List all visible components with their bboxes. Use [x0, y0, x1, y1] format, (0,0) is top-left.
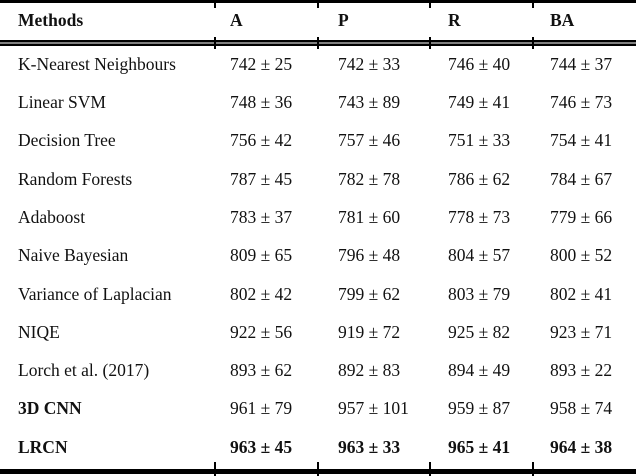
value-cell-p: 781 ± 60	[338, 209, 401, 227]
method-cell: Naive Bayesian	[18, 247, 129, 265]
value-cell-p: 796 ± 48	[338, 247, 401, 265]
value-cell-ba: 744 ± 37	[550, 56, 613, 74]
column-tick	[214, 0, 216, 8]
column-tick	[429, 37, 431, 49]
header-p: P	[338, 12, 349, 30]
column-tick	[317, 462, 319, 476]
value-cell-p: 743 ± 89	[338, 94, 401, 112]
value-cell-p: 742 ± 33	[338, 56, 401, 74]
column-tick	[532, 462, 534, 476]
column-tick	[429, 462, 431, 476]
column-tick	[214, 462, 216, 476]
value-cell-r: 959 ± 87	[448, 400, 511, 418]
value-cell-ba: 923 ± 71	[550, 324, 613, 342]
method-cell: Random Forests	[18, 171, 133, 189]
value-cell-r: 925 ± 82	[448, 324, 511, 342]
column-tick	[317, 37, 319, 49]
header-a: A	[230, 12, 243, 30]
value-cell-p: 919 ± 72	[338, 324, 401, 342]
column-tick	[214, 37, 216, 49]
value-cell-a: 802 ± 42	[230, 286, 293, 304]
table-row: 3D CNN 961 ± 79 957 ± 101 959 ± 87 958 ±…	[0, 390, 636, 428]
value-cell-a: 787 ± 45	[230, 171, 293, 189]
table-row: Decision Tree 756 ± 42 757 ± 46 751 ± 33…	[0, 122, 636, 160]
method-cell: K-Nearest Neighbours	[18, 56, 176, 74]
method-cell: Decision Tree	[18, 132, 116, 150]
value-cell-r: 746 ± 40	[448, 56, 511, 74]
table-row: Linear SVM 748 ± 36 743 ± 89 749 ± 41 74…	[0, 84, 636, 122]
value-cell-p: 799 ± 62	[338, 286, 401, 304]
column-tick	[429, 0, 431, 8]
value-cell-ba: 893 ± 22	[550, 362, 613, 380]
value-cell-a: 922 ± 56	[230, 324, 293, 342]
value-cell-r: 803 ± 79	[448, 286, 511, 304]
table-row: LRCN 963 ± 45 963 ± 33 965 ± 41 964 ± 38	[0, 429, 636, 467]
value-cell-a: 961 ± 79	[230, 400, 293, 418]
value-cell-a: 809 ± 65	[230, 247, 293, 265]
table-row: Lorch et al. (2017) 893 ± 62 892 ± 83 89…	[0, 352, 636, 390]
value-cell-ba: 746 ± 73	[550, 94, 613, 112]
value-cell-a: 963 ± 45	[230, 439, 293, 457]
value-cell-r: 751 ± 33	[448, 132, 511, 150]
method-cell: NIQE	[18, 324, 60, 342]
value-cell-p: 782 ± 78	[338, 171, 401, 189]
value-cell-a: 783 ± 37	[230, 209, 293, 227]
value-cell-r: 894 ± 49	[448, 362, 511, 380]
value-cell-a: 748 ± 36	[230, 94, 293, 112]
table-row: Naive Bayesian 809 ± 65 796 ± 48 804 ± 5…	[0, 237, 636, 275]
value-cell-ba: 964 ± 38	[550, 439, 613, 457]
column-tick	[317, 0, 319, 8]
table-row: K-Nearest Neighbours 742 ± 25 742 ± 33 7…	[0, 46, 636, 84]
method-cell: Lorch et al. (2017)	[18, 362, 150, 380]
value-cell-p: 963 ± 33	[338, 439, 401, 457]
value-cell-ba: 754 ± 41	[550, 132, 613, 150]
table-row: Variance of Laplacian 802 ± 42 799 ± 62 …	[0, 276, 636, 314]
value-cell-r: 965 ± 41	[448, 439, 511, 457]
value-cell-r: 749 ± 41	[448, 94, 511, 112]
table-row: Adaboost 783 ± 37 781 ± 60 778 ± 73 779 …	[0, 199, 636, 237]
value-cell-r: 804 ± 57	[448, 247, 511, 265]
method-cell: Variance of Laplacian	[18, 286, 172, 304]
value-cell-p: 757 ± 46	[338, 132, 401, 150]
table-header-row: Methods A P R BA	[0, 2, 636, 40]
value-cell-ba: 800 ± 52	[550, 247, 613, 265]
method-cell: 3D CNN	[18, 400, 82, 418]
method-cell: LRCN	[18, 439, 68, 457]
value-cell-ba: 802 ± 41	[550, 286, 613, 304]
column-tick	[532, 0, 534, 8]
table-row: NIQE 922 ± 56 919 ± 72 925 ± 82 923 ± 71	[0, 314, 636, 352]
value-cell-r: 786 ± 62	[448, 171, 511, 189]
column-tick	[532, 37, 534, 49]
value-cell-ba: 779 ± 66	[550, 209, 613, 227]
value-cell-p: 892 ± 83	[338, 362, 401, 380]
value-cell-ba: 958 ± 74	[550, 400, 613, 418]
value-cell-p: 957 ± 101	[338, 400, 409, 418]
value-cell-ba: 784 ± 67	[550, 171, 613, 189]
method-cell: Adaboost	[18, 209, 86, 227]
header-methods: Methods	[18, 12, 84, 30]
value-cell-a: 893 ± 62	[230, 362, 293, 380]
value-cell-a: 756 ± 42	[230, 132, 293, 150]
method-cell: Linear SVM	[18, 94, 106, 112]
value-cell-a: 742 ± 25	[230, 56, 293, 74]
header-ba: BA	[550, 12, 575, 30]
header-r: R	[448, 12, 461, 30]
value-cell-r: 778 ± 73	[448, 209, 511, 227]
table-row: Random Forests 787 ± 45 782 ± 78 786 ± 6…	[0, 161, 636, 199]
